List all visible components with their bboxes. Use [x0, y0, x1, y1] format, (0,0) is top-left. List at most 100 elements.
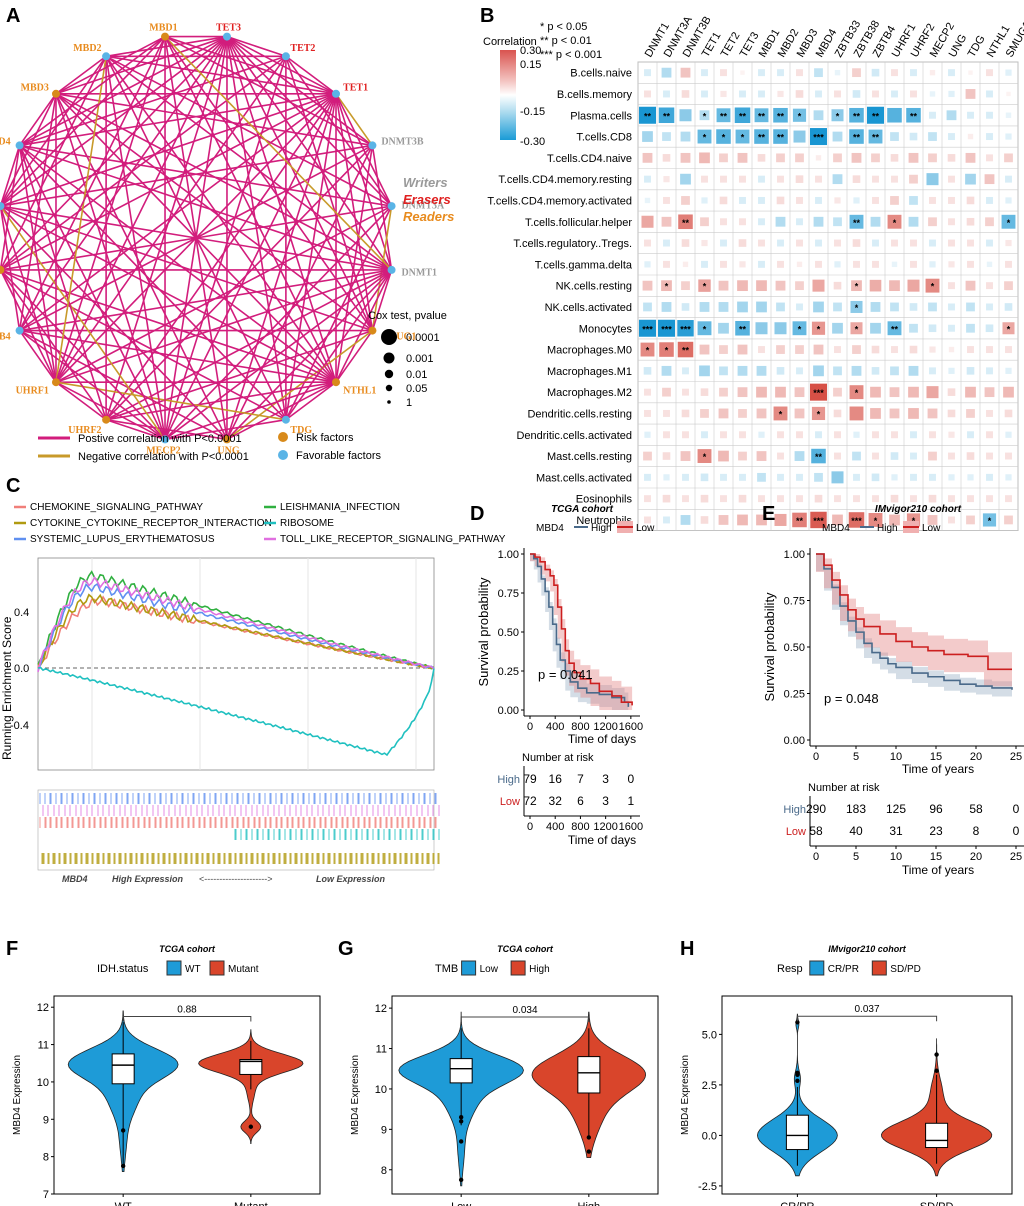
heatmap-cell — [662, 452, 671, 460]
heatmap-cell — [682, 367, 689, 375]
network-node — [332, 378, 341, 387]
heatmap-cell — [967, 495, 974, 503]
heatmap-sig-mark: * — [931, 282, 935, 292]
heatmap-sig-mark: * — [817, 409, 821, 419]
heatmap-cell — [681, 281, 690, 291]
network-node — [0, 265, 5, 274]
heatmap-cell — [852, 175, 861, 183]
heatmap-cell — [796, 218, 803, 226]
heatmap-cell — [948, 196, 955, 204]
km-legend-low: Low — [636, 523, 655, 534]
heatmap-cell — [740, 70, 745, 75]
heatmap-cell — [867, 106, 884, 124]
heatmap-cell — [891, 175, 898, 183]
km-risk-low-count: 72 — [523, 794, 537, 808]
heatmap-cell — [757, 154, 766, 162]
heatmap-cell — [872, 452, 879, 460]
heatmap-cell — [812, 279, 825, 292]
heatmap-cell — [777, 495, 784, 503]
network-edge — [55, 93, 337, 383]
heatmap-cell — [758, 239, 765, 247]
heatmap-cell — [814, 472, 823, 482]
network-edge — [226, 36, 393, 271]
heatmap-cell — [719, 345, 728, 354]
heatmap-cell — [948, 261, 955, 268]
heatmap-cell — [910, 431, 917, 439]
heatmap-cell — [947, 388, 956, 396]
violin-outlier — [458, 1115, 464, 1120]
violin-outlier — [934, 1052, 939, 1057]
gsea-expression-axis: MBD4 High Expression <------------------… — [62, 874, 386, 884]
heatmap-cell — [663, 431, 670, 439]
gsea-legend-label: SYSTEMIC_LUPUS_ERYTHEMATOSUS — [30, 534, 215, 545]
violin-frame — [53, 995, 321, 1195]
heatmap-cell — [986, 154, 993, 162]
heatmap-sig-mark: * — [798, 324, 802, 334]
heatmap-cell — [663, 516, 670, 524]
heatmap-cell — [833, 387, 842, 397]
heatmap-cell — [853, 431, 860, 438]
heatmap-cell — [870, 216, 881, 227]
heatmap-cell — [792, 321, 807, 336]
violin-y-tick: -2.5 — [698, 1181, 717, 1193]
heatmap-cell — [720, 90, 727, 98]
heatmap-cell — [701, 69, 708, 77]
violin-box — [925, 1122, 949, 1149]
km-y-tick: 0.75 — [498, 588, 519, 600]
heatmap-cell — [680, 131, 691, 142]
heatmap-cell — [967, 474, 974, 481]
heatmap-sig-mark: *** — [680, 324, 691, 334]
heatmap-cell — [758, 495, 765, 503]
heatmap-cell — [908, 152, 919, 163]
heatmap-cell — [852, 345, 861, 354]
cox-legend-title: Cox test, pvalue — [368, 310, 447, 322]
km-risk-low-count: 3 — [602, 794, 609, 808]
network-edge — [0, 55, 287, 271]
heatmap-cell — [870, 302, 881, 312]
km-curve-high — [816, 553, 1013, 690]
heatmap-cell — [794, 387, 805, 398]
km-y-tick: 0.50 — [784, 642, 805, 654]
network-edge — [0, 55, 107, 207]
heatmap-sig-mark: * — [988, 516, 992, 526]
y-tick: -0.4 — [10, 720, 29, 732]
network-edge — [285, 205, 393, 421]
heatmap-cell — [644, 239, 651, 247]
network-edge — [55, 93, 228, 440]
heatmap-cell — [965, 386, 976, 398]
heatmap-cell — [643, 451, 652, 461]
network-edge — [105, 329, 373, 421]
network-edge — [226, 329, 373, 441]
scale-tick: -0.15 — [520, 106, 545, 118]
violin-legend-swatch-2 — [510, 960, 526, 976]
heatmap-cell — [681, 239, 690, 247]
violin-pvalue: 0.034 — [512, 1005, 537, 1016]
km-risk-low-count: 31 — [889, 824, 903, 838]
heatmap-row-label: T.cells.CD8 — [576, 132, 632, 144]
heatmap-cell — [1005, 69, 1012, 76]
network-edge — [0, 205, 337, 383]
heatmap-cell — [697, 449, 712, 463]
heatmap-cell — [758, 260, 765, 268]
network-edge — [335, 93, 393, 207]
violin-frame — [721, 995, 1013, 1195]
heatmap-cell — [868, 513, 883, 527]
heatmap-sig-mark: ** — [663, 111, 671, 121]
heatmap-cell — [833, 217, 842, 227]
heatmap-row-label: Macrophages.M1 — [547, 366, 632, 378]
heatmap-cell — [890, 452, 899, 460]
heatmap-cell — [720, 175, 727, 183]
km-y-tick: 0.00 — [784, 735, 805, 747]
km-risk-high-count: 125 — [886, 802, 906, 816]
network-edge — [0, 205, 166, 440]
km-risk-x-tick: 20 — [970, 851, 982, 863]
km-risk-high-count: 0 — [1013, 802, 1020, 816]
heatmap-scale-ticks: 0.30 0.15 -0.15 -0.30 — [520, 45, 545, 148]
heatmap-cell — [815, 90, 822, 98]
heatmap-row-label: Monocytes — [579, 323, 633, 335]
km-risk-low-count: 23 — [929, 824, 943, 838]
heatmap-sig-mark: ** — [853, 111, 861, 121]
heatmap-cell — [815, 196, 822, 204]
heatmap-cell — [849, 214, 864, 229]
network-edge — [19, 144, 287, 421]
